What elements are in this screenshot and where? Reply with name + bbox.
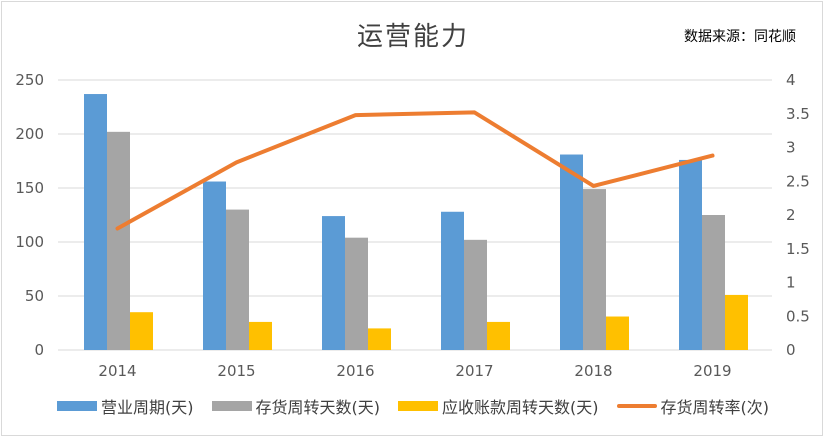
y2-tick-label: 4: [786, 71, 796, 89]
legend-label: 存货周转率(次): [660, 398, 770, 417]
chart-title: 运营能力: [356, 22, 469, 52]
y2-tick-label: 3.5: [786, 105, 810, 123]
bar: [345, 237, 368, 350]
bar: [725, 294, 748, 350]
legend: 营业周期(天) 存货周转天数(天) 应收账款周转天数(天) 存货周转率(次): [0, 394, 826, 418]
bar: [583, 189, 606, 350]
bar: [226, 209, 249, 350]
y2-tick-label: 3: [786, 139, 796, 157]
legend-label: 营业周期(天): [101, 398, 194, 417]
legend-swatch: [398, 401, 438, 411]
bar: [322, 216, 345, 350]
source-note: 数据来源：同花顺: [684, 29, 796, 45]
bar: [487, 321, 510, 350]
y-tick-label: 200: [15, 125, 44, 143]
x-tick-label: 2015: [217, 362, 255, 380]
bar: [84, 94, 107, 350]
x-tick-label: 2016: [336, 362, 374, 380]
bar: [130, 312, 153, 350]
x-tick-label: 2018: [574, 362, 612, 380]
y2-tick-label: 2.5: [786, 172, 810, 190]
y-tick-label: 150: [15, 179, 44, 197]
bar: [560, 154, 583, 350]
y2-tick-label: 0.5: [786, 307, 810, 325]
y-tick-label: 0: [34, 341, 44, 359]
bar: [464, 239, 487, 350]
legend-label: 应收账款周转天数(天): [442, 398, 599, 417]
legend-swatch: [616, 404, 657, 408]
bar: [368, 328, 391, 350]
bar: [441, 211, 464, 350]
y-tick-label: 100: [15, 233, 44, 251]
y2-tick-label: 0: [786, 341, 796, 359]
legend-item: 营业周期(天): [57, 394, 194, 418]
y2-tick-label: 1.5: [786, 240, 810, 258]
legend-item: 存货周转天数(天): [211, 394, 381, 418]
legend-swatch: [211, 401, 252, 411]
y-tick-label: 250: [15, 71, 44, 89]
x-tick-label: 2014: [98, 362, 136, 380]
x-tick-label: 2019: [693, 362, 731, 380]
y-tick-label: 50: [25, 287, 44, 305]
y2-tick-label: 1: [786, 274, 796, 292]
series-line: [115, 110, 715, 231]
bar: [249, 321, 272, 350]
legend-item: 存货周转率(次): [616, 394, 770, 418]
bar: [107, 131, 130, 350]
bar: [203, 181, 226, 350]
y2-tick-label: 2: [786, 206, 796, 224]
bar: [679, 159, 702, 350]
bar: [606, 316, 629, 350]
legend-item: 应收账款周转天数(天): [398, 394, 599, 418]
bar: [702, 215, 725, 350]
x-tick-label: 2017: [455, 362, 493, 380]
legend-swatch: [57, 401, 97, 411]
legend-label: 存货周转天数(天): [255, 398, 381, 417]
